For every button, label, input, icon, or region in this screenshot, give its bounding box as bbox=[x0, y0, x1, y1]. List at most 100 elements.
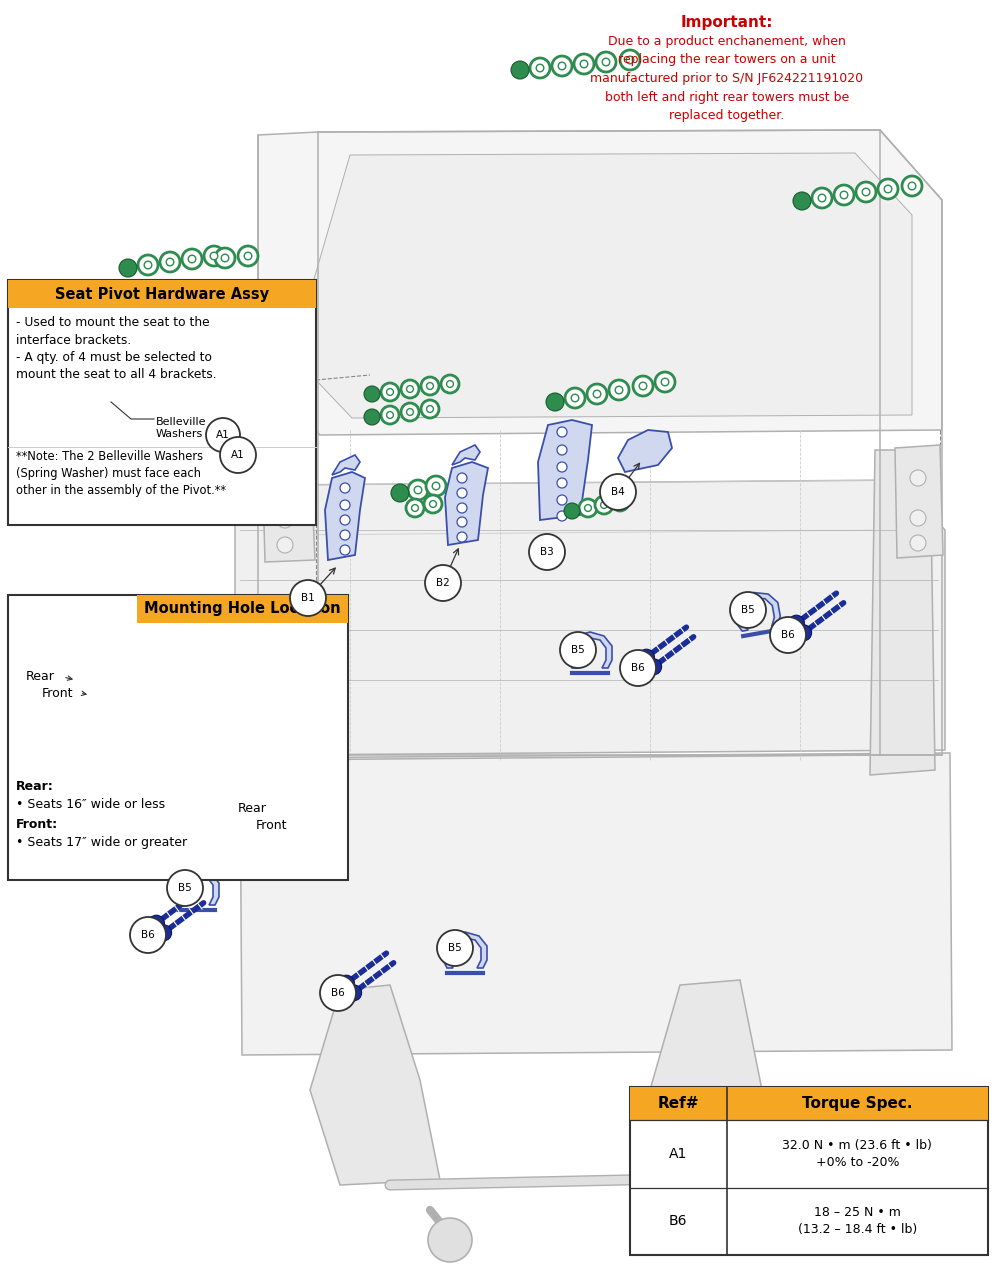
Circle shape bbox=[338, 976, 354, 991]
Circle shape bbox=[277, 473, 293, 488]
Circle shape bbox=[552, 56, 572, 76]
Polygon shape bbox=[310, 984, 440, 1185]
Bar bbox=[8, 595, 348, 881]
Polygon shape bbox=[618, 430, 672, 473]
Text: B5: B5 bbox=[178, 883, 192, 893]
Circle shape bbox=[238, 246, 258, 266]
Circle shape bbox=[210, 252, 218, 260]
Circle shape bbox=[818, 194, 826, 201]
Text: • Seats 16″ wide or less: • Seats 16″ wide or less bbox=[16, 798, 165, 811]
Polygon shape bbox=[650, 979, 780, 1185]
Text: Front:: Front: bbox=[16, 818, 58, 831]
Circle shape bbox=[166, 258, 174, 266]
Circle shape bbox=[54, 464, 72, 481]
Circle shape bbox=[401, 380, 419, 398]
Circle shape bbox=[180, 481, 186, 488]
Text: **Note: The 2 Belleville Washers
(Spring Washer) must face each
other in the ass: **Note: The 2 Belleville Washers (Spring… bbox=[16, 450, 226, 497]
Circle shape bbox=[812, 188, 832, 208]
Polygon shape bbox=[452, 445, 480, 465]
Circle shape bbox=[432, 483, 440, 490]
Circle shape bbox=[546, 393, 564, 411]
Circle shape bbox=[426, 476, 446, 495]
Circle shape bbox=[94, 468, 112, 487]
Circle shape bbox=[580, 61, 588, 68]
Polygon shape bbox=[538, 419, 592, 519]
Circle shape bbox=[856, 182, 876, 201]
Circle shape bbox=[130, 917, 166, 953]
Circle shape bbox=[646, 659, 662, 675]
Circle shape bbox=[364, 386, 380, 402]
Circle shape bbox=[902, 176, 922, 196]
Circle shape bbox=[564, 503, 580, 519]
Circle shape bbox=[340, 500, 350, 511]
Circle shape bbox=[587, 384, 607, 404]
Circle shape bbox=[633, 376, 653, 397]
Circle shape bbox=[288, 703, 308, 723]
Circle shape bbox=[414, 487, 422, 494]
Bar bbox=[137, 595, 348, 623]
Circle shape bbox=[387, 412, 393, 418]
Circle shape bbox=[457, 503, 467, 513]
Circle shape bbox=[437, 930, 473, 965]
Circle shape bbox=[908, 182, 916, 190]
Circle shape bbox=[408, 480, 428, 500]
Circle shape bbox=[639, 383, 647, 390]
Circle shape bbox=[220, 437, 256, 473]
Bar bbox=[630, 1087, 988, 1120]
Circle shape bbox=[204, 246, 224, 266]
Polygon shape bbox=[568, 632, 612, 668]
Circle shape bbox=[215, 248, 235, 269]
Polygon shape bbox=[292, 153, 912, 418]
Circle shape bbox=[593, 390, 601, 398]
Circle shape bbox=[206, 418, 240, 452]
Text: Ref#: Ref# bbox=[658, 1096, 699, 1111]
Circle shape bbox=[910, 535, 926, 551]
Circle shape bbox=[182, 250, 202, 269]
Circle shape bbox=[427, 383, 433, 389]
Circle shape bbox=[557, 445, 567, 455]
Circle shape bbox=[381, 383, 399, 400]
Circle shape bbox=[364, 409, 380, 424]
Text: Mounting Hole Location: Mounting Hole Location bbox=[144, 602, 341, 617]
Circle shape bbox=[391, 484, 409, 502]
Circle shape bbox=[796, 625, 812, 641]
Circle shape bbox=[609, 380, 629, 400]
Text: B6: B6 bbox=[631, 663, 645, 673]
Text: Torque Spec.: Torque Spec. bbox=[802, 1096, 913, 1111]
Text: B2: B2 bbox=[436, 578, 450, 588]
Circle shape bbox=[156, 925, 172, 941]
Text: A1: A1 bbox=[669, 1147, 688, 1161]
Circle shape bbox=[457, 517, 467, 527]
Bar bbox=[8, 280, 316, 525]
Text: • Seats 17″ wide or greater: • Seats 17″ wide or greater bbox=[16, 836, 187, 849]
Circle shape bbox=[770, 617, 806, 653]
Circle shape bbox=[412, 504, 418, 512]
Circle shape bbox=[425, 565, 461, 601]
Circle shape bbox=[565, 388, 585, 408]
Circle shape bbox=[401, 403, 419, 421]
Circle shape bbox=[406, 499, 424, 517]
Polygon shape bbox=[895, 445, 943, 557]
Circle shape bbox=[381, 405, 399, 424]
Circle shape bbox=[83, 683, 103, 703]
Text: B6: B6 bbox=[331, 988, 345, 998]
Circle shape bbox=[447, 380, 453, 388]
Circle shape bbox=[424, 495, 442, 513]
Circle shape bbox=[620, 650, 656, 685]
Text: B5: B5 bbox=[448, 943, 462, 953]
Polygon shape bbox=[445, 462, 488, 545]
Circle shape bbox=[43, 680, 63, 699]
Circle shape bbox=[602, 58, 610, 66]
Polygon shape bbox=[332, 455, 360, 475]
Text: B6: B6 bbox=[141, 930, 155, 940]
Polygon shape bbox=[175, 869, 219, 905]
Polygon shape bbox=[735, 593, 780, 631]
Circle shape bbox=[60, 470, 66, 476]
Circle shape bbox=[530, 58, 550, 79]
Circle shape bbox=[340, 545, 350, 555]
Text: B5: B5 bbox=[571, 645, 585, 655]
Circle shape bbox=[910, 511, 926, 526]
Circle shape bbox=[387, 389, 393, 395]
Polygon shape bbox=[148, 483, 273, 499]
Circle shape bbox=[427, 405, 433, 413]
